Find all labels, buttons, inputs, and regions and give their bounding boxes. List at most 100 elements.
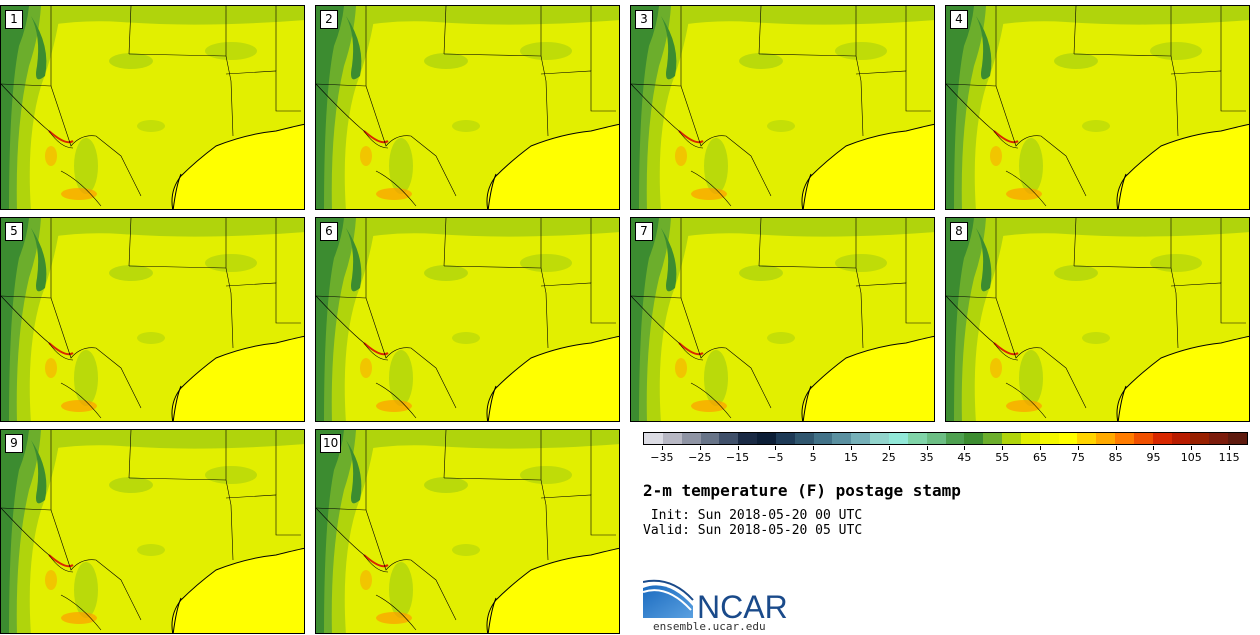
colorbar-swatch bbox=[945, 433, 965, 444]
colorbar-tick bbox=[813, 446, 815, 450]
colorbar-swatch bbox=[888, 433, 908, 444]
ncar-logo-text: NCAR bbox=[697, 589, 788, 620]
colorbar-tick bbox=[964, 446, 966, 450]
temperature-map bbox=[1, 6, 304, 209]
colorbar-swatch bbox=[738, 433, 758, 444]
colorbar-tick bbox=[737, 446, 739, 450]
colorbar-tick-label: −35 bbox=[650, 451, 674, 464]
colorbar-tick-label: 35 bbox=[919, 451, 934, 464]
colorbar-tick bbox=[1040, 446, 1042, 450]
colorbar-swatch bbox=[775, 433, 795, 444]
colorbar-tick-label: 75 bbox=[1070, 451, 1085, 464]
member-number-label: 8 bbox=[950, 222, 968, 241]
colorbar-tick-label: 5 bbox=[809, 451, 817, 464]
colorbar-swatch bbox=[926, 433, 946, 444]
colorbar-tick bbox=[1077, 446, 1079, 450]
colorbar-swatch bbox=[1002, 433, 1021, 444]
member-number-label: 1 bbox=[5, 10, 23, 29]
colorbar-tick-label: 15 bbox=[843, 451, 858, 464]
postage-stamp-panel: 8 bbox=[945, 217, 1250, 422]
colorbar-tick-label: 25 bbox=[881, 451, 896, 464]
temperature-map bbox=[316, 430, 619, 633]
postage-stamp-panel: 4 bbox=[945, 5, 1250, 210]
colorbar-swatch bbox=[1209, 433, 1229, 444]
colorbar-swatch bbox=[870, 433, 889, 444]
colorbar-tick-label: −25 bbox=[688, 451, 712, 464]
ncar-url: ensemble.ucar.edu bbox=[653, 620, 766, 633]
colorbar-swatch bbox=[1171, 433, 1191, 444]
colorbar-swatch bbox=[1020, 433, 1040, 444]
colorbar-tick-label: −5 bbox=[767, 451, 784, 464]
colorbar-tick bbox=[661, 446, 663, 450]
postage-stamp-panel: 3 bbox=[630, 5, 935, 210]
map-title: 2-m temperature (F) postage stamp bbox=[643, 481, 961, 500]
colorbar-swatch bbox=[1077, 433, 1097, 444]
colorbar-tick-label: 55 bbox=[995, 451, 1010, 464]
colorbar-swatch bbox=[1190, 433, 1210, 444]
colorbar-swatch bbox=[1058, 433, 1078, 444]
colorbar-swatch bbox=[757, 433, 776, 444]
colorbar-swatch bbox=[1152, 433, 1172, 444]
colorbar-swatch bbox=[794, 433, 814, 444]
colorbar-tick-label: 105 bbox=[1180, 451, 1202, 464]
colorbar-tick bbox=[850, 446, 852, 450]
postage-stamp-panel: 1 bbox=[0, 5, 305, 210]
ncar-logo: NCAR bbox=[643, 579, 788, 620]
member-number-label: 9 bbox=[5, 434, 23, 453]
colorbar-tick bbox=[775, 446, 777, 450]
temperature-map bbox=[316, 218, 619, 421]
colorbar-tick bbox=[1191, 446, 1193, 450]
postage-stamp-panel: 10 bbox=[315, 429, 620, 634]
valid-time: Valid: Sun 2018-05-20 05 UTC bbox=[643, 523, 863, 538]
colorbar-swatch bbox=[681, 433, 701, 444]
colorbar-tick bbox=[1153, 446, 1155, 450]
temperature-map bbox=[316, 6, 619, 209]
member-number-label: 7 bbox=[635, 222, 653, 241]
colorbar-swatch bbox=[700, 433, 720, 444]
temperature-map bbox=[946, 6, 1249, 209]
colorbar-swatch bbox=[662, 433, 682, 444]
colorbar-swatch bbox=[644, 433, 663, 444]
colorbar-ticks: −35 −25 −15 −5 5 15 25 35 45 55 65 75 85 95 105 115 bbox=[643, 446, 1248, 470]
member-number-label: 4 bbox=[950, 10, 968, 29]
colorbar-tick bbox=[699, 446, 701, 450]
colorbar-swatch bbox=[832, 433, 852, 444]
temperature-map bbox=[631, 6, 934, 209]
colorbar-tick-label: 115 bbox=[1218, 451, 1240, 464]
colorbar-swatch bbox=[1228, 433, 1247, 444]
colorbar-tick bbox=[1002, 446, 1004, 450]
postage-stamp-panel: 9 bbox=[0, 429, 305, 634]
member-number-label: 10 bbox=[320, 434, 342, 453]
colorbar-tick-label: 85 bbox=[1108, 451, 1123, 464]
colorbar-tick-label: −15 bbox=[725, 451, 750, 464]
temperature-map bbox=[946, 218, 1249, 421]
init-time: Init: Sun 2018-05-20 00 UTC bbox=[643, 508, 863, 523]
colorbar-swatch bbox=[813, 433, 833, 444]
postage-stamp-panel: 6 bbox=[315, 217, 620, 422]
temperature-map bbox=[1, 430, 304, 633]
postage-stamp-panel: 5 bbox=[0, 217, 305, 422]
member-number-label: 2 bbox=[320, 10, 338, 29]
colorbar-swatch bbox=[1115, 433, 1134, 444]
member-number-label: 3 bbox=[635, 10, 653, 29]
temperature-map bbox=[1, 218, 304, 421]
colorbar-tick bbox=[926, 446, 928, 450]
colorbar-tick bbox=[1115, 446, 1117, 450]
colorbar-swatch bbox=[719, 433, 739, 444]
colorbar-swatch bbox=[1133, 433, 1153, 444]
temperature-colorbar bbox=[643, 432, 1248, 445]
colorbar-tick bbox=[888, 446, 890, 450]
colorbar-swatch bbox=[907, 433, 927, 444]
member-number-label: 5 bbox=[5, 222, 23, 241]
temperature-map bbox=[631, 218, 934, 421]
postage-stamp-panel: 7 bbox=[630, 217, 935, 422]
colorbar-swatch bbox=[983, 433, 1003, 444]
member-number-label: 6 bbox=[320, 222, 338, 241]
colorbar-tick-label: 45 bbox=[957, 451, 972, 464]
colorbar-tick-label: 95 bbox=[1146, 451, 1161, 464]
colorbar-swatch bbox=[1039, 433, 1059, 444]
colorbar-tick-label: 65 bbox=[1033, 451, 1048, 464]
colorbar-swatch bbox=[1096, 433, 1116, 444]
postage-stamp-panel: 2 bbox=[315, 5, 620, 210]
colorbar-tick bbox=[1229, 446, 1231, 450]
